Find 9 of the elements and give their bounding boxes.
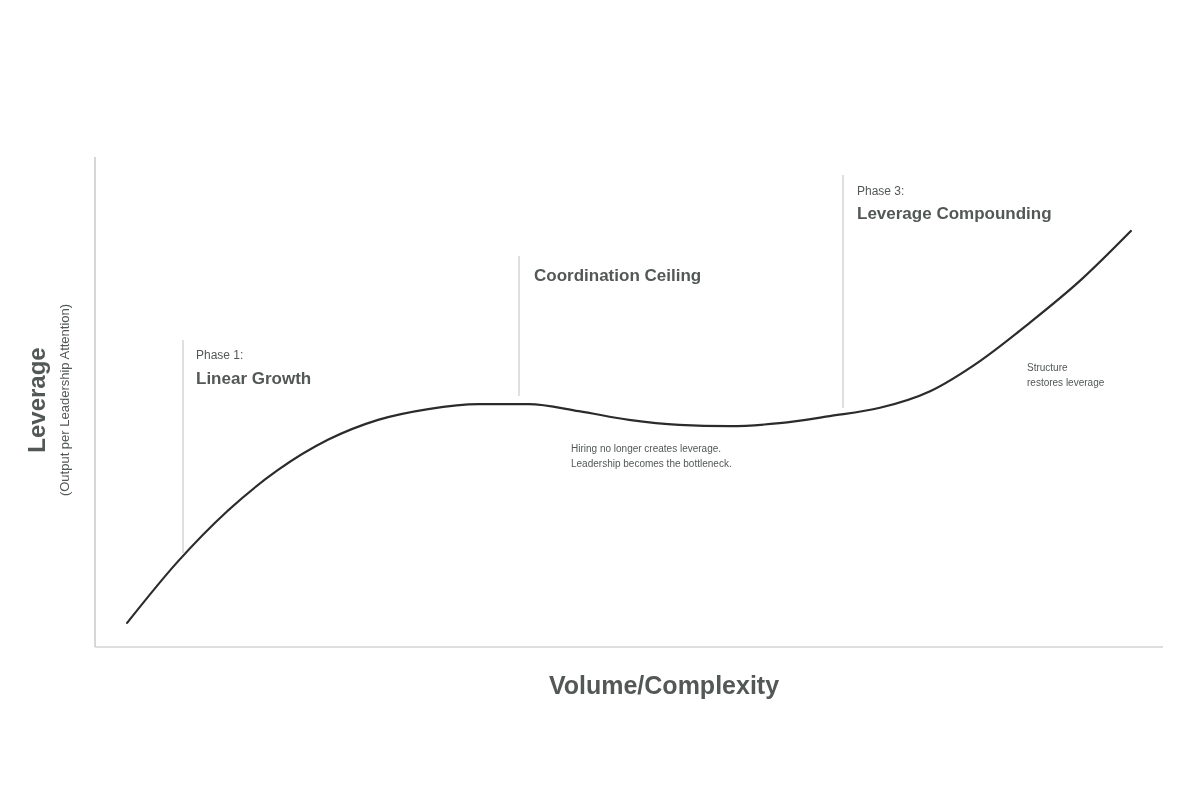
annotation: Phase 1: xyxy=(196,348,244,362)
x-axis-title: Volume/Complexity xyxy=(548,671,780,699)
annotation: Hiring no longer creates leverage. Leadership becomes the bottleneck. xyxy=(571,443,732,469)
text: Phase 3: xyxy=(857,184,905,198)
text: Leverage Compounding xyxy=(857,204,1052,223)
y-axis-title: Leverage (Output per Leadership Attention) xyxy=(23,303,72,497)
annotation: Linear Growth xyxy=(196,369,312,388)
annotation: Structure restores leverage xyxy=(1027,362,1105,388)
annotation: Coordination Ceiling xyxy=(534,266,702,285)
